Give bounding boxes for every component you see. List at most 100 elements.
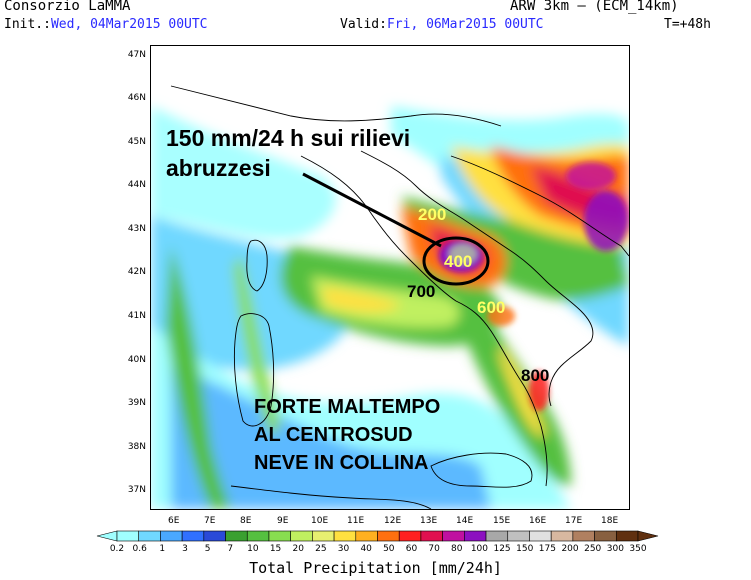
- lon-label-11e: 11E: [347, 516, 365, 526]
- lon-label-8e: 8E: [240, 516, 252, 526]
- colorbar-swatch: [615, 530, 639, 542]
- lat-label-39n: 39N: [127, 398, 146, 408]
- colorbar-swatch: [290, 530, 313, 542]
- colorbar-swatch: [507, 530, 530, 542]
- value-label-200: 200: [418, 205, 447, 224]
- colorbar-value-label: 70: [428, 544, 440, 554]
- colorbar-value-label: 30: [337, 544, 350, 554]
- colorbar-value-label: 60: [405, 544, 418, 554]
- lon-label-6e: 6E: [168, 516, 180, 526]
- warning-line-1: FORTE MALTEMPO: [254, 396, 441, 418]
- colorbar-value-label: 125: [493, 544, 511, 554]
- colorbar-value-label: 20: [292, 544, 304, 554]
- colorbar-swatch: [268, 530, 291, 542]
- warning-line-2: AL CENTROSUD: [254, 424, 413, 446]
- colorbar-swatch: [572, 530, 595, 542]
- init-value: Wed, 04Mar2015 00UTC: [50, 17, 208, 32]
- colorbar-value-label: 15: [269, 544, 282, 554]
- valid-value: Fri, 06Mar2015 00UTC: [386, 17, 544, 32]
- colorbar-value-label: 10: [247, 544, 259, 554]
- value-label-700: 700: [407, 282, 436, 301]
- colorbar-value-label: 40: [360, 544, 372, 554]
- lat-label-45n: 45N: [127, 137, 146, 147]
- colorbar-value-label: 350: [629, 544, 647, 554]
- valid-label: Valid:: [340, 17, 387, 32]
- lon-label-14e: 14E: [456, 516, 474, 526]
- value-label-600: 600: [477, 298, 506, 317]
- colorbar-value-label: 7: [227, 544, 234, 554]
- headline-line-1: 150 mm/24 h sui rilievi: [166, 125, 411, 151]
- lat-label-44n: 44N: [127, 180, 146, 190]
- lat-label-46n: 46N: [127, 93, 146, 103]
- init-line: Init.:Wed, 04Mar2015 00UTC: [4, 17, 208, 32]
- colorbar-swatch: [312, 530, 335, 542]
- lon-label-17e: 17E: [565, 516, 583, 526]
- colorbar-value-label: 0.6: [132, 544, 147, 554]
- colorbar-value-label: 200: [561, 544, 579, 554]
- colorbar: [96, 530, 659, 542]
- colorbar-swatch: [420, 530, 443, 542]
- lon-label-13e: 13E: [420, 516, 438, 526]
- value-label-400: 400: [444, 252, 473, 271]
- value-label-800: 800: [521, 366, 550, 385]
- map-canvas: [151, 85, 629, 509]
- init-label: Init.:: [4, 17, 51, 32]
- colorbar-swatch: [398, 530, 422, 542]
- lon-label-18e: 18E: [601, 516, 619, 526]
- colorbar-left-arrow: [96, 530, 118, 542]
- colorbar-swatch: [550, 530, 574, 542]
- colorbar-swatch: [246, 530, 270, 542]
- colorbar-swatch: [181, 530, 205, 542]
- precipitation-map: [150, 45, 630, 510]
- colorbar-value-label: 5: [204, 544, 211, 554]
- colorbar-swatch: [355, 530, 378, 542]
- colorbar-value-label: 250: [584, 544, 602, 554]
- lon-label-10e: 10E: [311, 516, 329, 526]
- lat-label-41n: 41N: [127, 311, 146, 321]
- colorbar-swatch: [116, 530, 140, 542]
- colorbar-swatch: [529, 530, 552, 542]
- colorbar-swatch: [464, 530, 487, 542]
- lat-label-38n: 38N: [127, 442, 146, 452]
- lat-label-37n: 37N: [127, 485, 146, 495]
- colorbar-swatch: [203, 530, 226, 542]
- colorbar-value-label: 100: [470, 544, 489, 554]
- lat-label-42n: 42N: [127, 267, 146, 277]
- annotation-layer: [302, 172, 490, 286]
- colorbar-value-label: 175: [538, 544, 556, 554]
- lat-label-40n: 40N: [127, 355, 146, 365]
- lon-label-16e: 16E: [529, 516, 547, 526]
- colorbar-value-label: 150: [516, 544, 534, 554]
- colorbar-value-label: 3: [182, 544, 188, 554]
- valid-line: Valid:Fri, 06Mar2015 00UTC: [340, 17, 544, 32]
- colorbar-swatch: [485, 530, 509, 542]
- lead-time: T=+48h: [664, 17, 711, 32]
- lon-label-9e: 9E: [277, 516, 289, 526]
- colorbar-value-label: 300: [606, 544, 624, 554]
- colorbar-swatch: [225, 530, 248, 542]
- colorbar-value-label: 1: [159, 544, 166, 554]
- lon-label-7e: 7E: [204, 516, 216, 526]
- lon-label-15e: 15E: [493, 516, 511, 526]
- colorbar-value-label: 0.2: [109, 544, 125, 554]
- colorbar-swatch: [594, 530, 617, 542]
- colorbar-swatch: [442, 530, 465, 542]
- colorbar-value-label: 50: [383, 544, 395, 554]
- model-title: ARW 3km – (ECM_14km): [510, 0, 679, 14]
- colorbar-right-arrow: [637, 530, 659, 542]
- org-title: Consorzio LaMMA: [4, 0, 131, 14]
- headline-line-2: abruzzesi: [166, 155, 271, 181]
- lon-label-12e: 12E: [384, 516, 402, 526]
- colorbar-swatch: [138, 530, 161, 542]
- highlight-ellipse: [422, 236, 490, 286]
- pointer-arrow-line: [302, 172, 442, 248]
- lat-label-43n: 43N: [127, 224, 146, 234]
- colorbar-swatch: [333, 530, 357, 542]
- colorbar-value-label: 80: [451, 544, 463, 554]
- warning-line-3: NEVE IN COLLINA: [254, 452, 429, 474]
- lat-label-47n: 47N: [127, 50, 146, 60]
- colorbar-swatch: [160, 530, 183, 542]
- colorbar-value-label: 25: [315, 544, 327, 554]
- colorbar-swatch: [377, 530, 400, 542]
- colorbar-title: Total Precipitation [mm/24h]: [249, 559, 502, 577]
